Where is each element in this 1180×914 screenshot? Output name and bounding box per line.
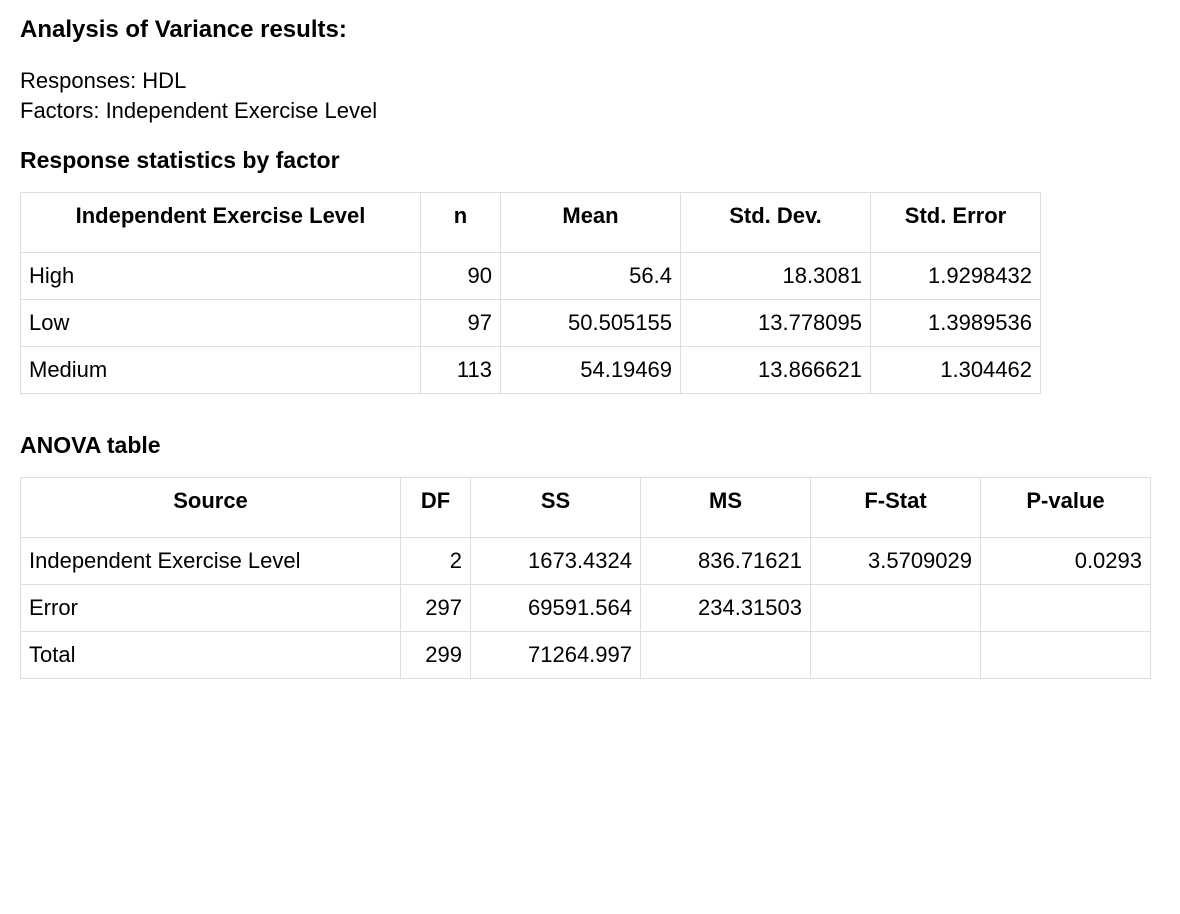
responses-line: Responses: HDL	[20, 66, 1160, 96]
factors-line: Factors: Independent Exercise Level	[20, 96, 1160, 126]
anova-table-title: ANOVA table	[20, 432, 1160, 459]
cell: 1.3989536	[871, 300, 1041, 347]
col-header: P-value	[981, 478, 1151, 538]
table-header-row: Source DF SS MS F-Stat P-value	[21, 478, 1151, 538]
table-row: Low 97 50.505155 13.778095 1.3989536	[21, 300, 1041, 347]
cell	[811, 632, 981, 679]
table-header-row: Independent Exercise Level n Mean Std. D…	[21, 193, 1041, 253]
cell: 71264.997	[471, 632, 641, 679]
col-header: Mean	[501, 193, 681, 253]
col-header: DF	[401, 478, 471, 538]
col-header: Std. Error	[871, 193, 1041, 253]
cell: 0.0293	[981, 538, 1151, 585]
stats-table-title: Response statistics by factor	[20, 147, 1160, 174]
cell: High	[21, 253, 421, 300]
cell: 1.9298432	[871, 253, 1041, 300]
col-header: Source	[21, 478, 401, 538]
table-row: Medium 113 54.19469 13.866621 1.304462	[21, 347, 1041, 394]
cell: 3.5709029	[811, 538, 981, 585]
cell: 1673.4324	[471, 538, 641, 585]
col-header: n	[421, 193, 501, 253]
cell: 56.4	[501, 253, 681, 300]
cell: 299	[401, 632, 471, 679]
cell: Medium	[21, 347, 421, 394]
cell: 836.71621	[641, 538, 811, 585]
cell: 1.304462	[871, 347, 1041, 394]
cell: 113	[421, 347, 501, 394]
cell: 97	[421, 300, 501, 347]
cell: 54.19469	[501, 347, 681, 394]
cell: 2	[401, 538, 471, 585]
cell: 13.866621	[681, 347, 871, 394]
cell: 234.31503	[641, 585, 811, 632]
page-title: Analysis of Variance results:	[20, 16, 1160, 44]
cell: 69591.564	[471, 585, 641, 632]
cell: Total	[21, 632, 401, 679]
col-header: Independent Exercise Level	[21, 193, 421, 253]
cell	[641, 632, 811, 679]
cell: 50.505155	[501, 300, 681, 347]
cell: 18.3081	[681, 253, 871, 300]
cell: 297	[401, 585, 471, 632]
table-row: Independent Exercise Level 2 1673.4324 8…	[21, 538, 1151, 585]
cell	[811, 585, 981, 632]
anova-table: Source DF SS MS F-Stat P-value Independe…	[20, 477, 1151, 679]
col-header: F-Stat	[811, 478, 981, 538]
col-header: Std. Dev.	[681, 193, 871, 253]
stats-table: Independent Exercise Level n Mean Std. D…	[20, 192, 1041, 394]
cell	[981, 585, 1151, 632]
col-header: SS	[471, 478, 641, 538]
cell: Independent Exercise Level	[21, 538, 401, 585]
cell	[981, 632, 1151, 679]
table-row: High 90 56.4 18.3081 1.9298432	[21, 253, 1041, 300]
cell: 90	[421, 253, 501, 300]
col-header: MS	[641, 478, 811, 538]
table-row: Total 299 71264.997	[21, 632, 1151, 679]
cell: 13.778095	[681, 300, 871, 347]
cell: Low	[21, 300, 421, 347]
table-row: Error 297 69591.564 234.31503	[21, 585, 1151, 632]
cell: Error	[21, 585, 401, 632]
